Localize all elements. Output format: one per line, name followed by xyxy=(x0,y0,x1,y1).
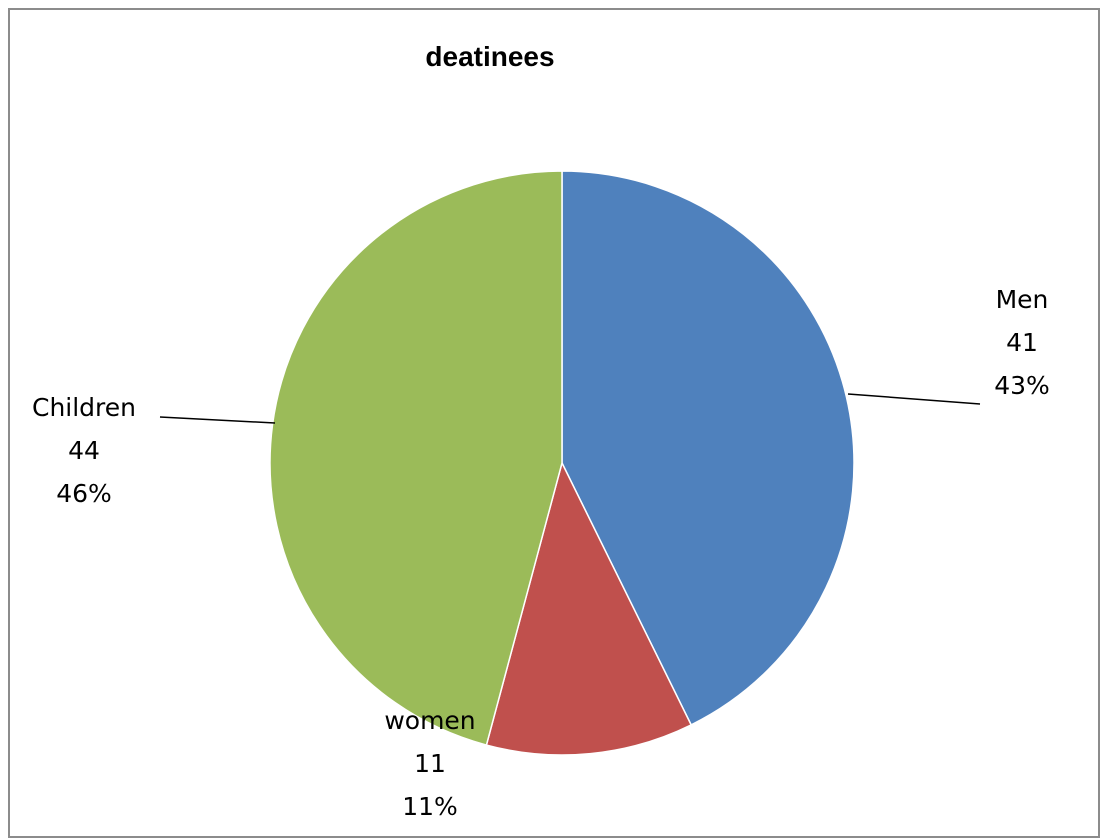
leader-line-children xyxy=(159,416,276,424)
slice-label-name-women: women xyxy=(384,706,475,735)
slice-label-value-children: 44 xyxy=(68,436,100,465)
pie-slice-women xyxy=(485,460,693,756)
slice-label-percent-men: 43% xyxy=(994,371,1050,400)
slice-label-percent-children: 46% xyxy=(56,479,112,508)
pie-labels: Men 41 43% women 11 11% Children 44 46% xyxy=(32,285,1050,821)
leader-line-men xyxy=(847,393,981,405)
pie-slice-men xyxy=(561,170,855,726)
chart-title: deatinees xyxy=(425,41,554,72)
slice-label-percent-women: 11% xyxy=(402,792,458,821)
slice-label-name-men: Men xyxy=(996,285,1049,314)
slice-label-value-men: 41 xyxy=(1006,328,1038,357)
pie-slice-children xyxy=(269,170,563,746)
pie-slices xyxy=(269,170,855,756)
slice-label-value-women: 11 xyxy=(414,749,446,778)
slice-label-name-children: Children xyxy=(32,393,136,422)
